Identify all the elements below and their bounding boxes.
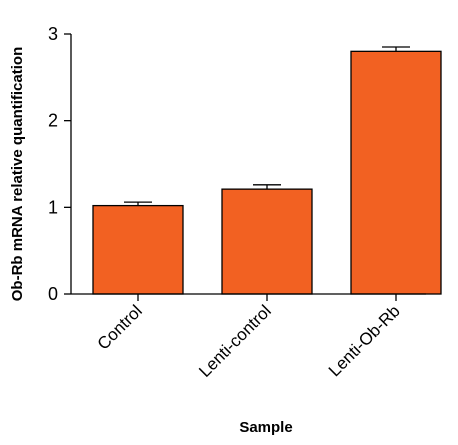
y-axis-label: Ob-Rb mRNA relative quantification (9, 47, 26, 301)
bar (221, 188, 313, 295)
x-tick-label: Control (94, 301, 146, 353)
bar (92, 204, 184, 295)
y-tick-label: 1 (48, 197, 58, 217)
x-tick-label: Lenti-control (195, 301, 275, 381)
x-axis-label: Sample (239, 419, 292, 436)
y-tick-label: 2 (48, 111, 58, 131)
x-ticks-layer: Control Lenti-control Lenti-Ob-Rb (94, 294, 404, 381)
bars-layer (92, 50, 442, 295)
x-tick-label: Lenti-Ob-Rb (325, 301, 404, 380)
y-tick-label: 0 (48, 284, 58, 304)
bar (350, 50, 442, 295)
y-ticks-layer: 0 1 2 3 (48, 24, 71, 304)
y-tick-label: 3 (48, 24, 58, 44)
error-bars-layer (124, 46, 410, 206)
